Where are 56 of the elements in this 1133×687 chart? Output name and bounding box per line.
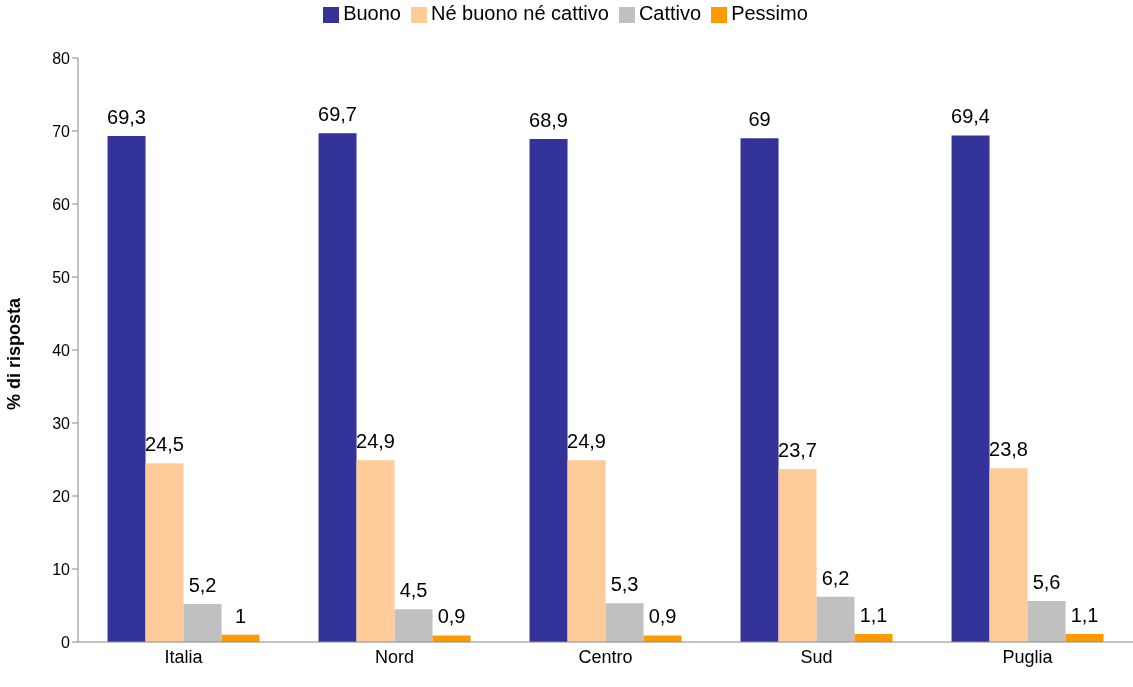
data-label: 1 bbox=[234, 604, 247, 627]
data-label: 69,7 bbox=[318, 103, 358, 126]
y-tick-label: 60 bbox=[52, 195, 71, 213]
data-label: 69 bbox=[748, 108, 771, 131]
x-tick-label: Nord bbox=[374, 646, 415, 667]
data-label: 24,9 bbox=[567, 430, 607, 453]
bar bbox=[318, 133, 357, 642]
legend-label: Pessimo bbox=[731, 2, 808, 24]
data-label: 69,4 bbox=[951, 105, 991, 128]
bar bbox=[107, 136, 146, 642]
bar bbox=[989, 468, 1028, 642]
data-label: 1,1 bbox=[1070, 603, 1099, 626]
legend-label: Cattivo bbox=[638, 2, 702, 24]
bar bbox=[567, 460, 606, 642]
y-tick-label: 0 bbox=[61, 633, 71, 651]
bar bbox=[740, 138, 779, 642]
legend-label: Buono bbox=[343, 2, 401, 24]
data-label: 4,5 bbox=[399, 579, 428, 602]
y-axis-title: % di risposta bbox=[4, 296, 25, 410]
data-label: 23,8 bbox=[989, 438, 1029, 461]
y-tick-label: 80 bbox=[52, 49, 71, 67]
data-label: 24,5 bbox=[145, 433, 185, 456]
bar bbox=[394, 609, 433, 642]
x-tick-label: Sud bbox=[800, 646, 833, 667]
y-tick-label: 30 bbox=[52, 414, 71, 432]
bar bbox=[605, 603, 644, 642]
bar bbox=[816, 596, 855, 642]
bar bbox=[643, 635, 682, 642]
y-tick-label: 70 bbox=[52, 122, 71, 140]
y-tick-label: 10 bbox=[52, 560, 71, 578]
bar bbox=[432, 635, 471, 642]
data-label: 5,3 bbox=[610, 573, 639, 596]
data-label: 5,2 bbox=[188, 574, 217, 597]
y-tick-label: 40 bbox=[52, 341, 71, 359]
bar bbox=[1027, 601, 1066, 642]
data-label: 69,3 bbox=[107, 106, 147, 129]
data-label: 0,9 bbox=[648, 605, 677, 628]
bar bbox=[529, 139, 568, 642]
bar bbox=[778, 468, 817, 642]
x-tick-label: Puglia bbox=[1002, 646, 1054, 667]
bar bbox=[951, 135, 990, 642]
y-tick-label: 20 bbox=[52, 487, 71, 505]
bar bbox=[356, 460, 395, 642]
data-label: 68,9 bbox=[529, 109, 569, 132]
bar bbox=[145, 463, 184, 642]
x-tick-label: Italia bbox=[164, 646, 204, 667]
data-label: 24,9 bbox=[356, 430, 396, 453]
x-tick-label: Centro bbox=[578, 646, 633, 667]
bar bbox=[183, 604, 222, 642]
data-label: 23,7 bbox=[778, 438, 818, 461]
y-tick-label: 50 bbox=[52, 268, 71, 286]
data-label: 6,2 bbox=[821, 566, 850, 589]
data-label: 0,9 bbox=[437, 605, 466, 628]
data-label: 5,6 bbox=[1032, 571, 1061, 594]
data-label: 1,1 bbox=[859, 603, 888, 626]
legend-label: Né buono né cattivo bbox=[430, 2, 609, 24]
